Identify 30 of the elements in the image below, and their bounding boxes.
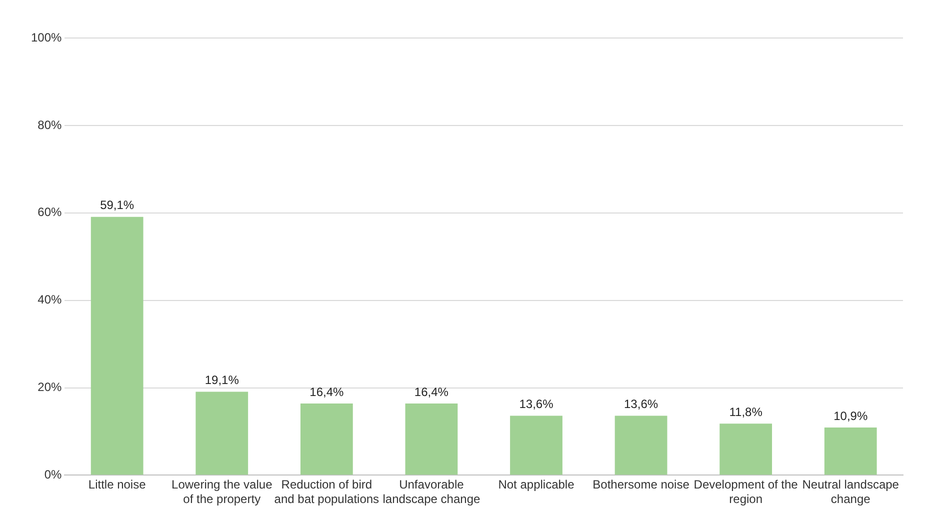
data-label: 11,8% — [729, 404, 763, 419]
y-tick-label: 20% — [38, 380, 62, 394]
data-label: 59,1% — [100, 198, 134, 212]
x-tick-label: Neutral landscape change — [802, 478, 900, 506]
data-label: 13,6% — [519, 397, 554, 412]
bar — [824, 428, 877, 475]
x-tick-label: Development of the region — [694, 478, 798, 506]
bar — [614, 416, 668, 475]
y-tick-label: 40% — [38, 292, 62, 307]
bar — [300, 404, 353, 475]
bar — [720, 424, 772, 475]
x-tick-label: Lowering the value of the property — [172, 478, 273, 506]
bar — [405, 404, 458, 475]
data-label: 16,4% — [414, 384, 449, 399]
y-tick-label: 100% — [30, 30, 62, 44]
x-tick-label: Little noise — [88, 478, 146, 492]
data-label: 10,9% — [834, 408, 868, 423]
x-tick-label: Not applicable — [498, 478, 575, 492]
data-label: 19,1% — [204, 373, 240, 388]
data-label: 13,6% — [624, 397, 658, 412]
bar — [90, 216, 144, 475]
bar — [510, 416, 562, 475]
data-label: 16,4% — [310, 384, 344, 399]
y-tick-label: 80% — [38, 118, 62, 132]
x-tick-label: Reduction of bird and bat populations — [274, 478, 380, 506]
bar — [196, 392, 248, 475]
y-tick-label: 60% — [38, 205, 62, 220]
x-tick-label: Unfavorable landscape change — [382, 478, 480, 506]
x-tick-label: Bothersome noise — [592, 478, 690, 492]
y-tick-label: 0% — [44, 468, 62, 482]
